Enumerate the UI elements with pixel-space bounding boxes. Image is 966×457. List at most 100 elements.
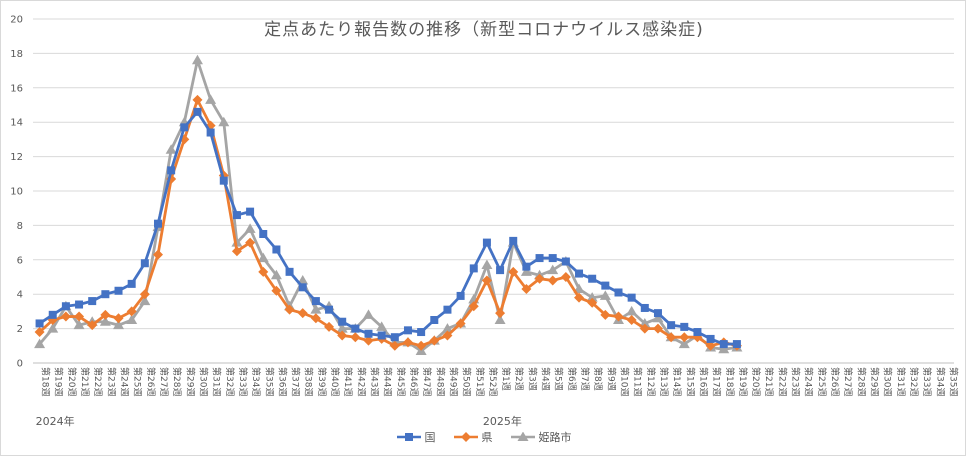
data-point [311,297,320,306]
legend-swatch [396,433,421,441]
data-point [271,285,282,296]
x-tick-label: 第29週 [184,367,196,396]
data-point [678,338,690,349]
data-point [231,246,242,257]
x-tick-label: 第36週 [276,367,288,396]
data-point [494,314,506,324]
data-point [113,313,124,324]
x-tick-label: 第47週 [421,367,433,396]
data-point [429,335,440,346]
x-tick-label: 第8週 [592,367,604,391]
series-diamond [34,94,742,351]
y-tick-label: 18 [10,49,23,60]
data-point [547,275,558,286]
x-tick-label: 第3週 [526,367,538,391]
data-point [47,323,59,333]
data-point [246,207,255,216]
data-point [443,305,452,314]
data-point [310,304,322,314]
data-point [61,302,70,311]
year-labels: 2024年 2025年 [36,414,522,428]
legend-label: 姫路市 [538,431,572,444]
x-tick-label: 第21週 [763,367,775,396]
data-point [257,252,269,263]
data-point [613,311,624,322]
data-point [652,312,664,323]
data-point [113,319,125,330]
series-square [35,107,741,349]
data-point [298,283,307,292]
x-tick-label: 第22週 [776,367,788,396]
data-point [192,94,203,105]
legend-label: 国 [424,431,436,444]
data-point [680,322,689,331]
data-point [732,340,741,349]
data-point [509,236,518,245]
data-point [627,293,636,302]
x-tick-label: 第9週 [605,367,617,391]
y-tick-label: 14 [10,118,23,129]
chart-title: 定点あたり報告数の推移（新型コロナウイルス感染症) [264,20,704,40]
data-point [127,279,136,288]
y-tick-label: 10 [10,187,23,198]
x-tick-label: 第19週 [53,367,65,396]
x-tick-label: 第46週 [408,367,420,396]
data-point [297,308,308,319]
data-point [403,326,412,335]
data-point [351,324,360,333]
data-point [521,284,532,295]
x-tick-label: 第20週 [750,367,762,396]
data-point [139,295,151,306]
data-point [706,334,715,343]
data-point [456,291,465,300]
data-point [693,328,702,337]
y-tick-label: 16 [10,83,23,94]
data-point [718,343,730,354]
data-point [114,286,123,295]
data-point [126,314,138,324]
x-tick-label: 第6週 [566,367,578,391]
data-point [337,330,348,341]
data-point [390,333,399,342]
data-point [481,259,493,269]
y-tick-label: 20 [10,15,23,26]
series-lines [34,54,743,355]
data-point [377,331,386,340]
data-point [284,304,295,315]
y-tick-label: 0 [17,359,23,370]
x-tick-label: 第20週 [66,367,78,396]
data-point [191,54,203,65]
data-point [416,340,427,351]
x-tick-label: 第32週 [908,367,920,396]
x-tick-label: 第34週 [250,367,262,396]
data-point [417,328,426,337]
data-point [548,254,557,263]
x-tick-label: 第37週 [290,367,302,396]
data-point [561,257,570,266]
data-point [547,264,559,275]
x-tick-label: 第45週 [395,367,407,396]
data-point [522,262,531,271]
x-tick-label: 第1週 [500,367,512,391]
data-point [389,340,400,351]
x-tick-label: 第4週 [540,367,552,391]
data-point [205,94,217,104]
data-point [517,432,528,441]
data-point [232,211,241,220]
data-point [614,288,623,297]
data-point [180,123,189,132]
x-tick-label: 第12週 [645,367,657,396]
x-tick-label: 第24週 [803,367,815,396]
x-tick-label: 第31週 [895,367,907,396]
data-point [336,323,348,333]
data-point [599,290,611,300]
y-tick-label: 2 [17,324,23,335]
data-point [324,321,335,332]
x-tick-label: 第10週 [618,367,630,396]
x-tick-label: 第26週 [829,367,841,396]
x-tick-label: 第40週 [329,367,341,396]
x-tick-label: 第27週 [842,367,854,396]
data-point [231,237,243,247]
x-tick-label: 第18週 [40,367,52,396]
year-label: 2025年 [483,414,522,428]
